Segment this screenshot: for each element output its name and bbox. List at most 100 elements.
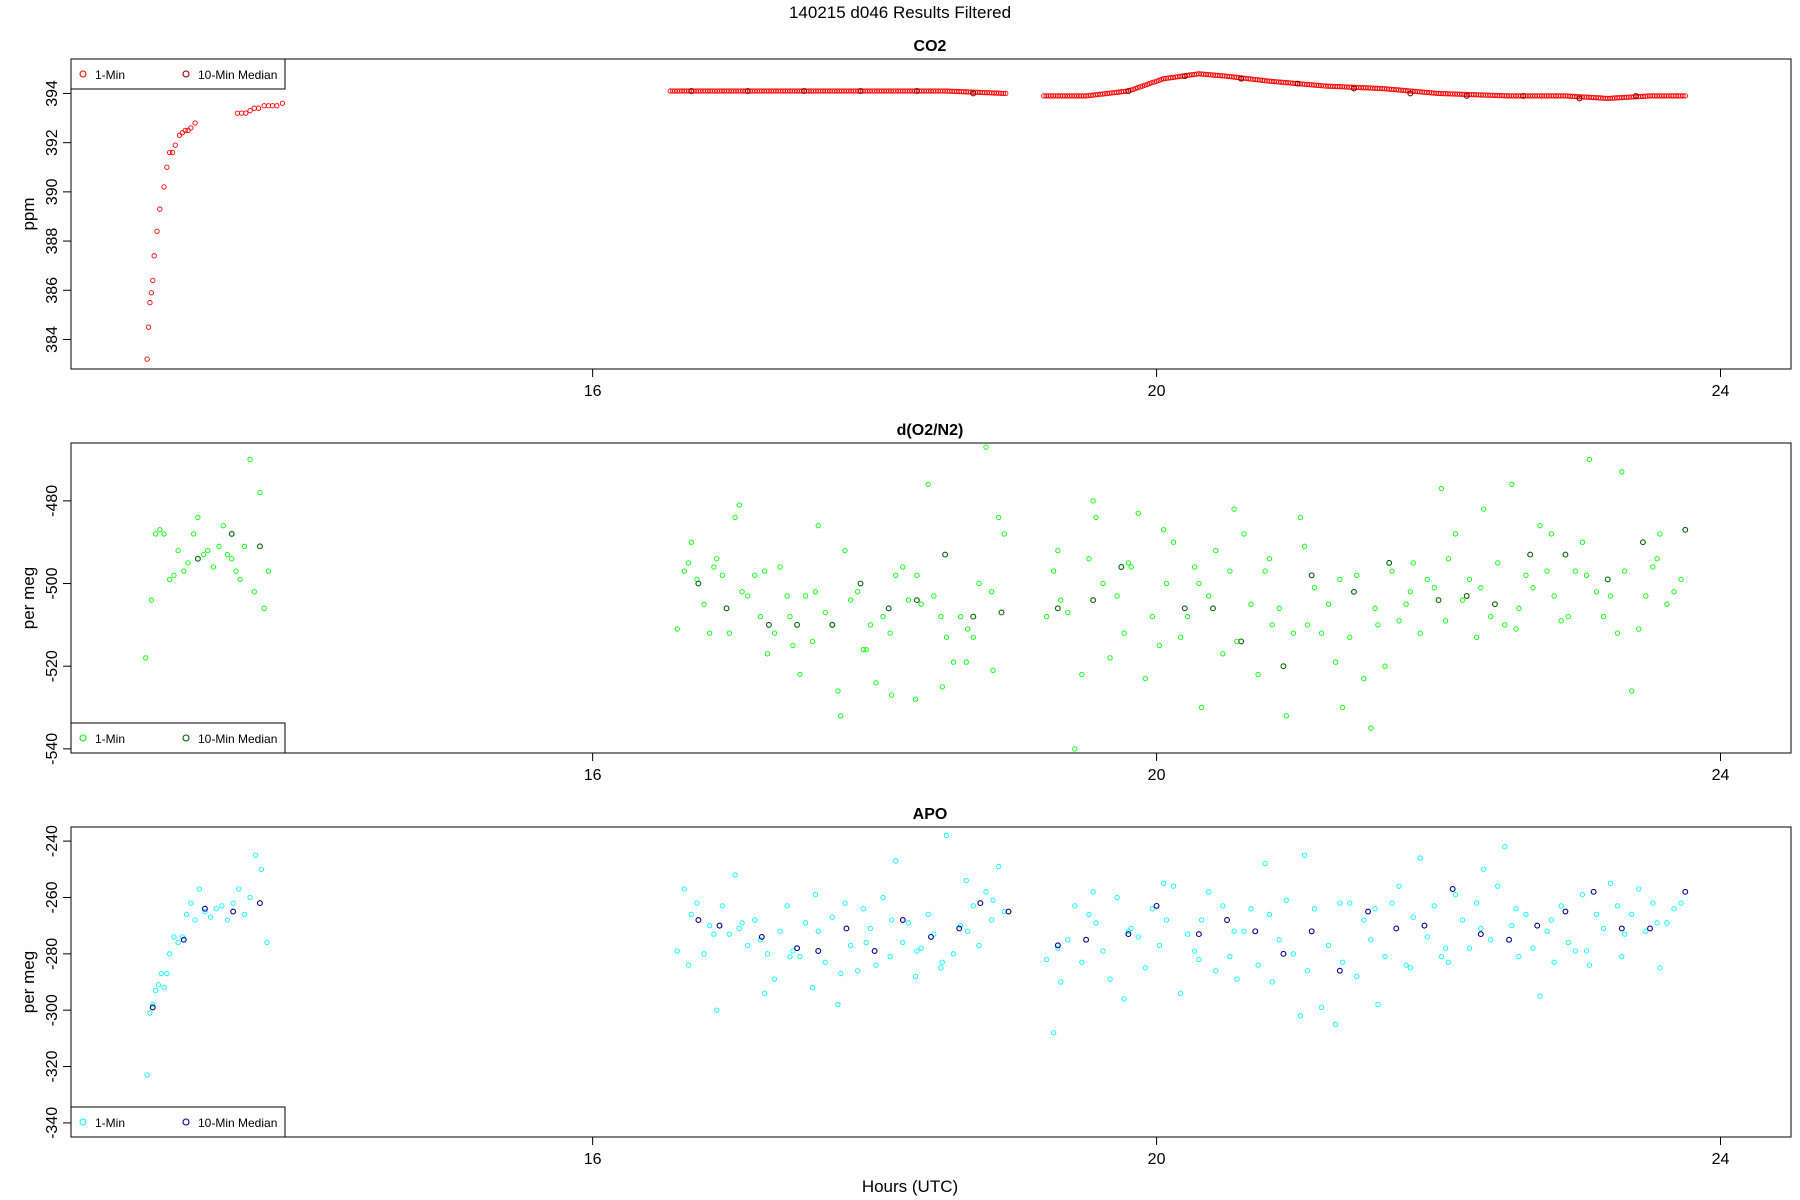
data-point-1min [1079, 959, 1085, 965]
data-point-1min [938, 613, 944, 620]
data-point-1min [1389, 900, 1395, 906]
chart-panel-0: CO2 16 20 24 384 386 388 390 392 394 ppm 1-Min 10-Mi… [19, 38, 1792, 400]
data-point-1min [1368, 937, 1374, 943]
data-point-1min [1403, 601, 1409, 607]
data-point-1min [1544, 568, 1550, 574]
data-point-1min [815, 523, 821, 529]
data-point-1min [847, 942, 854, 949]
data-point-1min [931, 931, 937, 937]
data-point-1min [1065, 937, 1071, 943]
data-point-1min [1051, 1030, 1057, 1036]
data-point-1min [1516, 605, 1522, 611]
y-tick-label: -340 [44, 1107, 61, 1139]
data-point-1min [732, 872, 738, 878]
data-point-median [180, 936, 187, 943]
data-point-1min [1614, 903, 1621, 909]
data-point-median [1407, 90, 1414, 97]
data-point-1min [1375, 1001, 1381, 1008]
data-point-median [1195, 931, 1202, 938]
data-point-1min [195, 514, 201, 521]
y-tick-label: -240 [44, 825, 61, 857]
data-point-1min [873, 962, 879, 968]
data-point-median [1435, 597, 1442, 604]
data-point-1min [880, 613, 886, 620]
data-point-1min [1149, 906, 1155, 912]
x-tick-label: 20 [1148, 1151, 1166, 1168]
data-point-1min [188, 900, 194, 906]
data-point-1min [925, 911, 931, 918]
legend-marker [79, 1118, 87, 1126]
data-point-1min [812, 589, 819, 595]
data-point-median [1238, 638, 1245, 645]
data-point-1min [752, 572, 758, 578]
data-point-1min [688, 911, 694, 918]
data-point-1min [1643, 928, 1649, 934]
data-point-median [758, 933, 765, 940]
data-point-1min [887, 630, 893, 636]
legend-label: 1-Min [95, 68, 125, 82]
data-point-1min [1530, 585, 1536, 591]
data-point-1min [1325, 601, 1332, 607]
data-point-1min [148, 597, 155, 603]
data-point-1min [990, 897, 996, 903]
data-point-1min [745, 593, 751, 599]
data-point-median [1181, 605, 1188, 612]
data-point-1min [1537, 523, 1543, 529]
data-point-1min [161, 984, 167, 991]
data-point-median [815, 948, 822, 954]
data-point-1min [1153, 78, 1160, 84]
legend: 1-Min 10-Min Median [70, 58, 286, 90]
data-point-1min [255, 105, 262, 111]
data-point-1min [233, 568, 239, 574]
data-point-1min [963, 877, 969, 884]
figure-title: 140215 d046 Results Filtered [789, 3, 1011, 22]
data-point-median [744, 88, 751, 94]
data-point-median [928, 933, 934, 940]
data-point-1min [726, 931, 733, 937]
y-tick-label: 394 [44, 80, 61, 107]
data-point-1min [764, 951, 771, 957]
data-point-1min [996, 514, 1002, 521]
data-point-1min [1196, 956, 1202, 963]
data-point-1min [752, 917, 758, 923]
data-point-1min [229, 556, 235, 562]
data-point-1min [207, 914, 214, 920]
data-point-median [1682, 888, 1689, 895]
data-point-median [1520, 92, 1527, 99]
data-point-1min [761, 568, 768, 574]
data-point-1min [172, 142, 178, 148]
data-point-median [899, 917, 906, 923]
data-point-1min [1473, 634, 1480, 640]
data-point-median [942, 551, 949, 558]
data-point-1min [1488, 937, 1494, 943]
data-point-1min [1621, 568, 1628, 574]
data-point-1min [196, 886, 202, 892]
data-point-1min [1619, 469, 1625, 475]
data-point-1min [241, 543, 248, 549]
plot-frame [70, 442, 1792, 754]
x-tick-label: 24 [1712, 383, 1730, 400]
data-point-1min [1266, 556, 1273, 562]
legend-marker [182, 1118, 190, 1126]
data-point-1min [771, 976, 778, 982]
legend-label: 10-Min Median [198, 1116, 277, 1130]
data-point-1min [1431, 585, 1437, 591]
data-point-1min [1572, 948, 1578, 954]
data-point-1min [1142, 82, 1148, 88]
data-point-median [998, 609, 1005, 616]
data-point-median [1351, 588, 1357, 595]
data-point-1min [707, 630, 713, 636]
data-point-1min [988, 917, 995, 923]
data-point-1min [835, 688, 841, 694]
data-point-median [913, 88, 920, 94]
data-point-1min [1337, 900, 1343, 906]
data-point-1min [1614, 630, 1621, 636]
data-point-1min [251, 589, 257, 595]
data-point-median [1604, 576, 1611, 583]
data-point-1min [1403, 962, 1409, 968]
legend-marker [182, 734, 190, 742]
data-point-1min [764, 651, 771, 657]
data-point-1min [1654, 556, 1660, 562]
data-point-1min [900, 564, 906, 570]
